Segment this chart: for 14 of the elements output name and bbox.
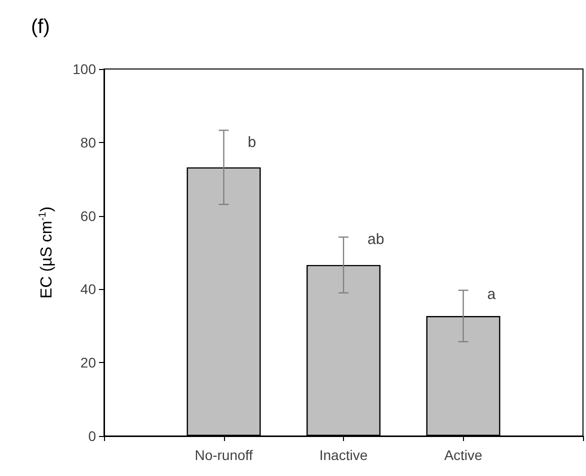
y-axis-title: EC (µS cm-1): [38, 206, 56, 298]
y-tick-label: 40: [80, 281, 96, 298]
annotation: b: [248, 134, 256, 151]
y-tick-label: 60: [80, 208, 96, 224]
y-tick-label: 20: [80, 354, 96, 371]
y-tick-label: 80: [80, 134, 96, 150]
x-tick-label: No-runoff: [194, 447, 253, 463]
annotation: ab: [368, 230, 384, 248]
x-tick-label: Active: [444, 447, 483, 463]
x-tick-label: Inactive: [319, 447, 368, 463]
y-tick-label: 100: [72, 61, 96, 77]
y-tick-label: 0: [88, 428, 96, 444]
chart-title: (f): [31, 16, 50, 38]
annotation: a: [487, 286, 496, 304]
